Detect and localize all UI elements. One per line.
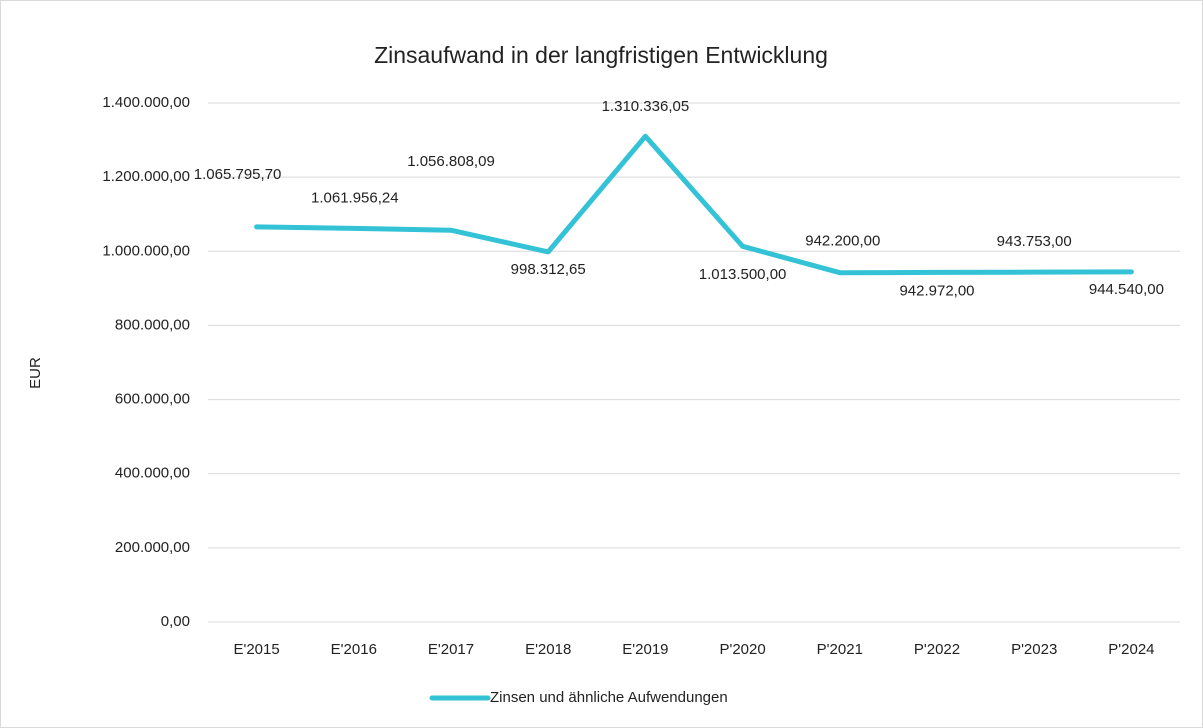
chart-title: Zinsaufwand in der langfristigen Entwick… [374,42,828,68]
y-tick-label: 600.000,00 [115,391,190,408]
data-label: 1.056.808,09 [407,153,495,170]
x-tick-label: E'2015 [233,641,279,658]
data-label: 998.312,65 [511,261,586,278]
data-label: 1.065.795,70 [194,166,282,183]
data-label: 1.061.956,24 [311,189,399,206]
x-tick-label: P'2021 [817,641,863,658]
y-tick-label: 200.000,00 [115,539,190,556]
x-tick-label: P'2024 [1108,641,1154,658]
data-label: 943.753,00 [997,233,1072,250]
data-label: 942.972,00 [899,282,974,299]
y-tick-label: 400.000,00 [115,465,190,482]
x-tick-label: P'2020 [719,641,765,658]
y-tick-label: 1.200.000,00 [102,168,190,185]
y-tick-label: 0,00 [161,613,190,630]
legend-label: Zinsen und ähnliche Aufwendungen [490,689,728,706]
x-tick-label: E'2017 [428,641,474,658]
data-label: 1.013.500,00 [699,266,787,283]
y-tick-label: 800.000,00 [115,316,190,333]
data-line [254,133,1134,276]
y-tick-label: 1.000.000,00 [102,242,190,259]
data-label: 1.310.336,05 [602,98,690,115]
x-tick-label: E'2016 [331,641,377,658]
y-axis-label: EUR [27,357,44,389]
x-tick-label: E'2019 [622,641,668,658]
x-tick-label: P'2022 [914,641,960,658]
y-tick-label: 1.400.000,00 [102,94,190,111]
data-label: 944.540,00 [1089,281,1164,298]
x-tick-label: E'2018 [525,641,571,658]
data-label: 942.200,00 [805,233,880,250]
x-tick-label: P'2023 [1011,641,1057,658]
